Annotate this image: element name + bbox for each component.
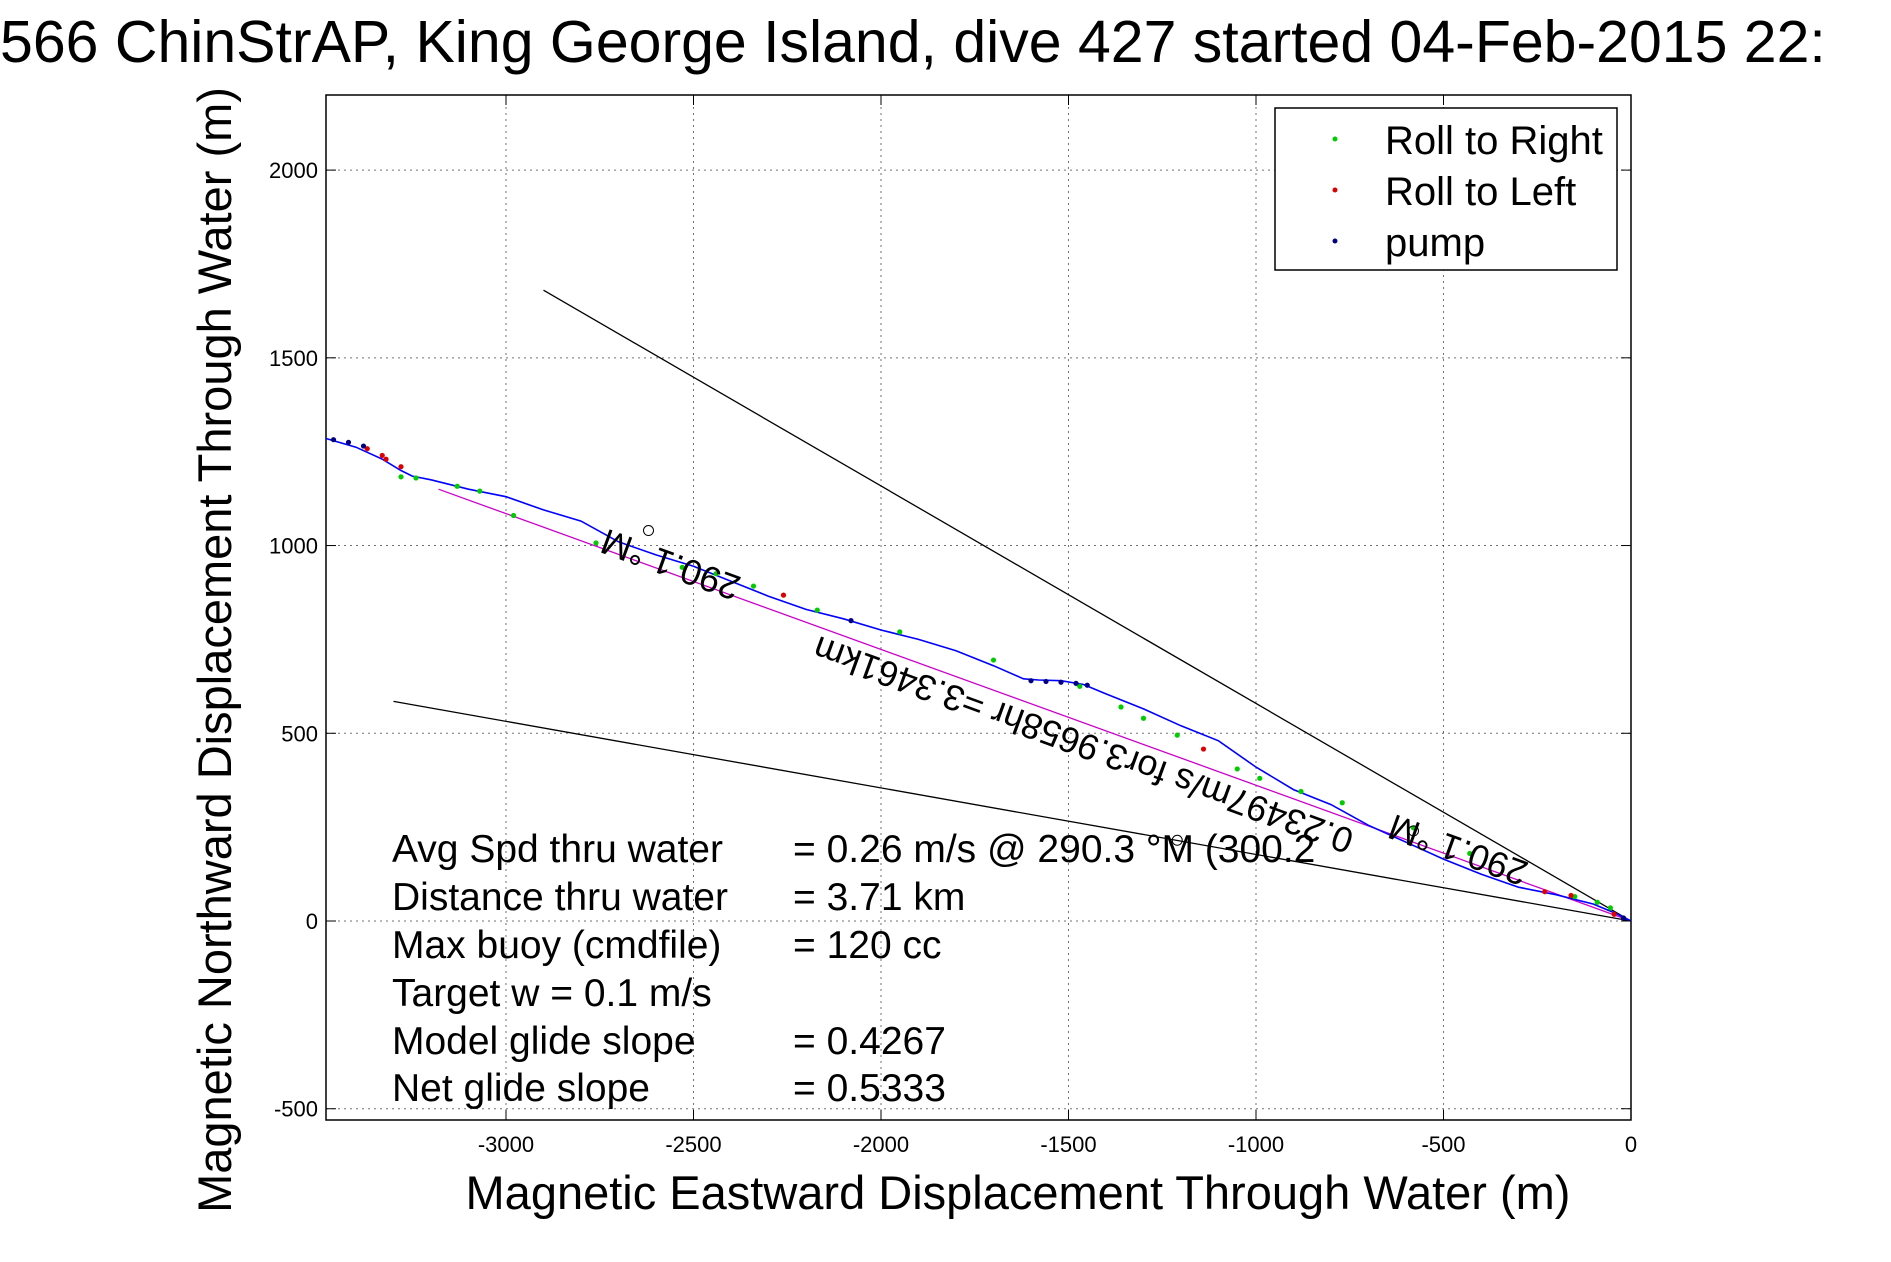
roll-right-point — [398, 474, 404, 480]
pump-point — [345, 439, 352, 445]
x-tick-label: -500 — [1421, 1132, 1465, 1157]
legend: Roll to Right Roll to Left pump — [1274, 107, 1618, 271]
roll-left-point — [364, 446, 370, 452]
roll-right-point — [1174, 732, 1180, 738]
roll-right-point — [990, 657, 997, 663]
roll-left-point — [1568, 892, 1574, 899]
roll-right-point — [1339, 800, 1345, 806]
pump-point — [848, 618, 854, 624]
roll-right-point — [897, 629, 903, 635]
stat-label: Distance thru water — [392, 876, 728, 919]
legend-label: Roll to Right — [1385, 119, 1603, 163]
stats-block: Avg Spd thru water = 0.26 m/s @ 290.3 °M … — [392, 828, 1315, 1110]
x-tick-label: -2000 — [853, 1132, 909, 1157]
roll-right-point — [1594, 899, 1600, 905]
roll-right-point — [510, 512, 517, 519]
y-tick-label: 1500 — [269, 346, 318, 371]
roll-right-point — [1077, 683, 1083, 689]
roll-left-point — [1542, 889, 1548, 895]
plot-frame — [325, 94, 1632, 1121]
legend-label: Roll to Left — [1385, 170, 1576, 214]
grid — [326, 95, 1632, 1120]
pump-point — [1058, 679, 1064, 685]
stat-value: = 120 cc — [793, 924, 942, 967]
fit-line — [438, 488, 1632, 922]
roll-right-point — [1298, 788, 1304, 795]
roll-right-point — [1118, 704, 1124, 710]
stat-label: Target w = 0.1 m/s — [392, 972, 712, 1015]
x-tick-label: -1000 — [1228, 1132, 1284, 1157]
x-tick-label: -1500 — [1040, 1132, 1096, 1157]
x-tick-label: 0 — [1625, 1132, 1637, 1157]
legend-swatch — [1332, 187, 1338, 193]
y-axis-label: Magnetic Northward Displacement Through … — [188, 87, 241, 1213]
legend-box — [1274, 107, 1618, 271]
y-tick-label: -500 — [274, 1097, 318, 1122]
stat-label: Net glide slope — [392, 1067, 650, 1110]
roll-right-point — [1234, 766, 1240, 772]
pump-point — [1028, 678, 1034, 684]
roll-right-point — [1467, 850, 1473, 857]
x-axis-ticks: -3000 -2500 -2000 -1500 -1000 -500 0 — [478, 95, 1637, 1157]
legend-swatch — [1332, 238, 1338, 244]
roll-right-point — [1607, 905, 1613, 911]
legend-items: Roll to Right Roll to Left pump — [1332, 119, 1603, 265]
pump-point — [330, 437, 337, 443]
stat-value: = 0.26 m/s @ 290.3 °M (300.2 — [793, 828, 1315, 871]
roll-left-point — [1611, 911, 1617, 917]
roll-left-point — [379, 452, 385, 459]
pump-point — [360, 443, 367, 449]
lower-bound-line — [393, 700, 1632, 922]
legend-label: pump — [1385, 221, 1485, 265]
track-line — [325, 437, 1632, 922]
pump-point — [1620, 915, 1627, 921]
waypoint-circle — [1408, 825, 1419, 837]
roll-right-point — [750, 583, 757, 589]
pump-point — [1084, 682, 1090, 688]
roll-right-point — [1140, 715, 1147, 721]
stat-value: = 3.71 km — [793, 876, 965, 919]
stat-label: Max buoy (cmdfile) — [392, 924, 721, 967]
roll-left-point — [1200, 746, 1207, 752]
y-tick-label: 0 — [306, 909, 318, 934]
upper-bound-line — [543, 289, 1632, 922]
pump-point — [1073, 680, 1079, 686]
track-layer — [325, 437, 1632, 922]
x-tick-label: -3000 — [478, 1132, 534, 1157]
y-tick-label: 500 — [281, 721, 318, 746]
y-tick-label: 1000 — [269, 534, 318, 559]
roll-right-point — [713, 571, 719, 577]
x-axis-label: Magnetic Eastward Displacement Through W… — [466, 1166, 1571, 1219]
roll-right-point — [679, 564, 685, 570]
roll-left-point — [383, 456, 389, 462]
roll-left-point — [398, 464, 404, 470]
stat-value: = 0.5333 — [793, 1067, 946, 1110]
stat-label: Avg Spd thru water — [392, 828, 723, 871]
reference-lines — [393, 289, 1632, 922]
roll-right-point — [477, 488, 483, 494]
waypoint-circle — [643, 525, 654, 537]
roll-right-point — [1257, 775, 1263, 781]
pump-point — [1043, 678, 1049, 685]
roll-right-point — [1410, 825, 1417, 831]
x-tick-label: -2500 — [665, 1132, 721, 1157]
chart-title: 566 ChinStrAP, King George Island, dive … — [0, 9, 1826, 75]
roll-right-point — [454, 483, 460, 489]
waypoint-circle — [1171, 834, 1183, 846]
y-tick-label: 2000 — [269, 158, 318, 183]
roll-left-point — [780, 592, 787, 598]
roll-right-point — [814, 607, 820, 613]
legend-swatch — [1332, 136, 1338, 142]
stat-value: = 0.4267 — [793, 1020, 946, 1063]
stat-label: Model glide slope — [392, 1020, 696, 1063]
roll-right-point — [593, 540, 599, 546]
roll-right-point — [413, 475, 419, 481]
y-axis-ticks: -500 0 500 1000 1500 2000 — [269, 158, 1631, 1122]
marker-layer — [330, 437, 1627, 921]
